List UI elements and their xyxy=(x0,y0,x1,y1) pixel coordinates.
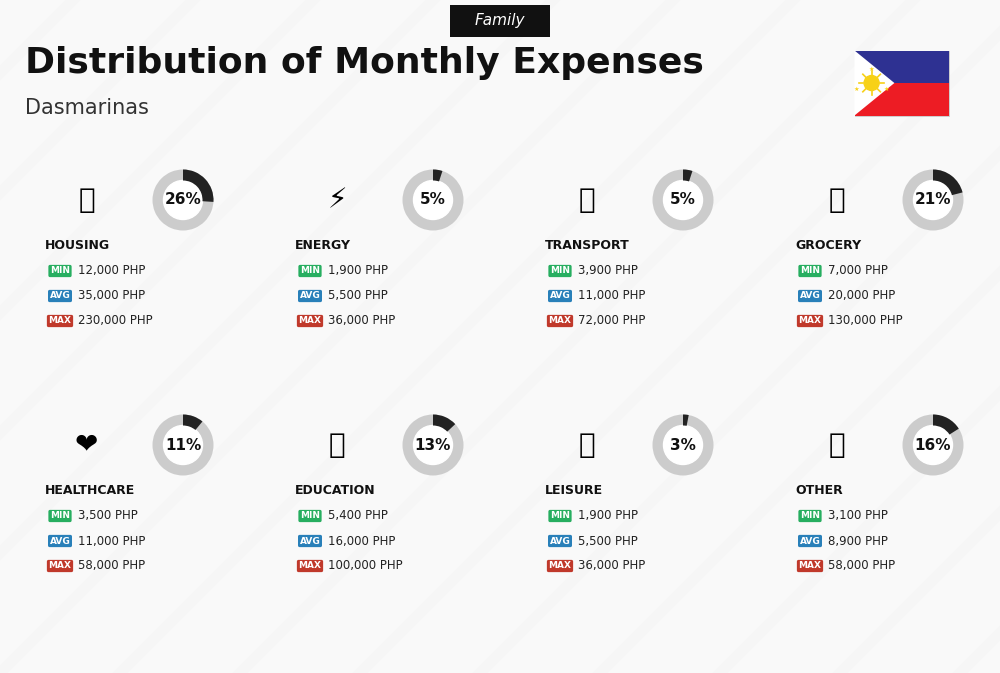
Wedge shape xyxy=(183,170,213,202)
Circle shape xyxy=(164,425,202,464)
Text: 26%: 26% xyxy=(165,192,201,207)
Text: 5,500 PHP: 5,500 PHP xyxy=(578,534,638,548)
Text: 11,000 PHP: 11,000 PHP xyxy=(78,534,145,548)
Text: TRANSPORT: TRANSPORT xyxy=(545,240,630,252)
Text: 🏢: 🏢 xyxy=(79,186,95,214)
Circle shape xyxy=(414,180,452,219)
Wedge shape xyxy=(683,170,692,182)
Text: MAX: MAX xyxy=(798,561,822,571)
Text: 3%: 3% xyxy=(670,437,696,452)
Wedge shape xyxy=(403,415,464,476)
Circle shape xyxy=(914,180,952,219)
Text: MIN: MIN xyxy=(800,267,820,275)
Text: HOUSING: HOUSING xyxy=(45,240,110,252)
Text: ★: ★ xyxy=(854,87,860,92)
Text: AVG: AVG xyxy=(50,291,70,301)
Text: AVG: AVG xyxy=(550,291,570,301)
Circle shape xyxy=(864,75,879,90)
Text: MIN: MIN xyxy=(550,511,570,520)
Polygon shape xyxy=(854,50,894,116)
Text: 7,000 PHP: 7,000 PHP xyxy=(828,264,888,277)
Text: MAX: MAX xyxy=(298,316,322,326)
Text: AVG: AVG xyxy=(300,536,320,546)
Text: MAX: MAX xyxy=(49,561,72,571)
Text: HEALTHCARE: HEALTHCARE xyxy=(45,485,135,497)
Text: Distribution of Monthly Expenses: Distribution of Monthly Expenses xyxy=(25,46,704,80)
Text: 11,000 PHP: 11,000 PHP xyxy=(578,289,645,302)
Text: 58,000 PHP: 58,000 PHP xyxy=(78,559,145,573)
Text: 🎓: 🎓 xyxy=(329,431,345,459)
Text: 5,400 PHP: 5,400 PHP xyxy=(328,509,388,522)
Text: 🚌: 🚌 xyxy=(579,186,595,214)
Text: 5,500 PHP: 5,500 PHP xyxy=(328,289,388,302)
Text: MIN: MIN xyxy=(550,267,570,275)
Text: Dasmarinas: Dasmarinas xyxy=(25,98,149,118)
Text: 5%: 5% xyxy=(420,192,446,207)
Text: 3,100 PHP: 3,100 PHP xyxy=(828,509,888,522)
Text: 58,000 PHP: 58,000 PHP xyxy=(828,559,895,573)
Text: MIN: MIN xyxy=(300,511,320,520)
Wedge shape xyxy=(183,415,202,430)
Text: ★: ★ xyxy=(869,67,874,73)
Text: MIN: MIN xyxy=(50,511,70,520)
Text: 130,000 PHP: 130,000 PHP xyxy=(828,314,903,328)
Text: MAX: MAX xyxy=(49,316,72,326)
Text: 3,500 PHP: 3,500 PHP xyxy=(78,509,138,522)
Polygon shape xyxy=(854,83,949,116)
Wedge shape xyxy=(652,415,714,476)
Wedge shape xyxy=(933,170,963,195)
Text: ⚡: ⚡ xyxy=(327,186,347,214)
Text: EDUCATION: EDUCATION xyxy=(295,485,376,497)
Text: MAX: MAX xyxy=(548,316,572,326)
Text: 36,000 PHP: 36,000 PHP xyxy=(578,559,645,573)
Wedge shape xyxy=(433,415,455,431)
Circle shape xyxy=(664,180,702,219)
Text: 5%: 5% xyxy=(670,192,696,207)
Text: MIN: MIN xyxy=(300,267,320,275)
Text: 16,000 PHP: 16,000 PHP xyxy=(328,534,395,548)
Text: 100,000 PHP: 100,000 PHP xyxy=(328,559,403,573)
Text: 16%: 16% xyxy=(915,437,951,452)
Text: LEISURE: LEISURE xyxy=(545,485,603,497)
Text: MAX: MAX xyxy=(548,561,572,571)
Wedge shape xyxy=(933,415,959,435)
Text: Family: Family xyxy=(475,13,525,28)
Wedge shape xyxy=(403,170,464,230)
FancyBboxPatch shape xyxy=(450,5,550,37)
Text: MAX: MAX xyxy=(298,561,322,571)
Text: 11%: 11% xyxy=(165,437,201,452)
Wedge shape xyxy=(902,415,964,476)
Text: 1,900 PHP: 1,900 PHP xyxy=(328,264,388,277)
Text: 3,900 PHP: 3,900 PHP xyxy=(578,264,638,277)
Text: MIN: MIN xyxy=(50,267,70,275)
Text: 🛒: 🛒 xyxy=(829,186,845,214)
Text: OTHER: OTHER xyxy=(795,485,843,497)
Wedge shape xyxy=(152,170,214,230)
Text: 36,000 PHP: 36,000 PHP xyxy=(328,314,395,328)
Polygon shape xyxy=(854,50,949,83)
Text: AVG: AVG xyxy=(550,536,570,546)
Text: 1,900 PHP: 1,900 PHP xyxy=(578,509,638,522)
FancyBboxPatch shape xyxy=(854,50,949,116)
Text: 13%: 13% xyxy=(415,437,451,452)
Text: 21%: 21% xyxy=(915,192,951,207)
Text: ENERGY: ENERGY xyxy=(295,240,351,252)
Text: 20,000 PHP: 20,000 PHP xyxy=(828,289,895,302)
Wedge shape xyxy=(902,170,964,230)
Wedge shape xyxy=(683,415,689,426)
Text: 🛍️: 🛍️ xyxy=(579,431,595,459)
Circle shape xyxy=(164,180,202,219)
Text: 12,000 PHP: 12,000 PHP xyxy=(78,264,145,277)
Wedge shape xyxy=(152,415,214,476)
Text: GROCERY: GROCERY xyxy=(795,240,861,252)
Text: AVG: AVG xyxy=(50,536,70,546)
Text: 230,000 PHP: 230,000 PHP xyxy=(78,314,153,328)
Wedge shape xyxy=(433,170,442,182)
Text: ★: ★ xyxy=(884,87,889,92)
Circle shape xyxy=(664,425,702,464)
Text: AVG: AVG xyxy=(800,291,820,301)
Circle shape xyxy=(914,425,952,464)
Wedge shape xyxy=(652,170,714,230)
Text: ❤️: ❤️ xyxy=(75,431,99,459)
